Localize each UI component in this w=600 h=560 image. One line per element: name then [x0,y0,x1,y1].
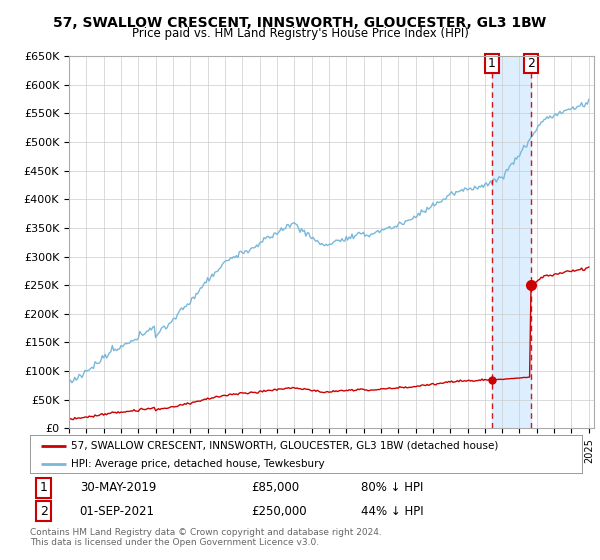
Bar [492,56,531,428]
Text: £250,000: £250,000 [251,505,307,518]
Text: 2: 2 [527,57,535,70]
Text: 57, SWALLOW CRESCENT, INNSWORTH, GLOUCESTER, GL3 1BW: 57, SWALLOW CRESCENT, INNSWORTH, GLOUCES… [53,16,547,30]
Text: Contains HM Land Registry data © Crown copyright and database right 2024.
This d: Contains HM Land Registry data © Crown c… [30,528,382,548]
Text: HPI: Average price, detached house, Tewkesbury: HPI: Average price, detached house, Tewk… [71,459,325,469]
Text: 1: 1 [40,481,48,494]
Text: 57, SWALLOW CRESCENT, INNSWORTH, GLOUCESTER, GL3 1BW (detached house): 57, SWALLOW CRESCENT, INNSWORTH, GLOUCES… [71,441,499,451]
Text: 2: 2 [40,505,48,518]
Text: 30-MAY-2019: 30-MAY-2019 [80,481,156,494]
Text: Price paid vs. HM Land Registry's House Price Index (HPI): Price paid vs. HM Land Registry's House … [131,27,469,40]
Text: 44% ↓ HPI: 44% ↓ HPI [361,505,424,518]
Text: £85,000: £85,000 [251,481,299,494]
Text: 1: 1 [488,57,496,70]
Text: 01-SEP-2021: 01-SEP-2021 [80,505,155,518]
Text: 80% ↓ HPI: 80% ↓ HPI [361,481,424,494]
